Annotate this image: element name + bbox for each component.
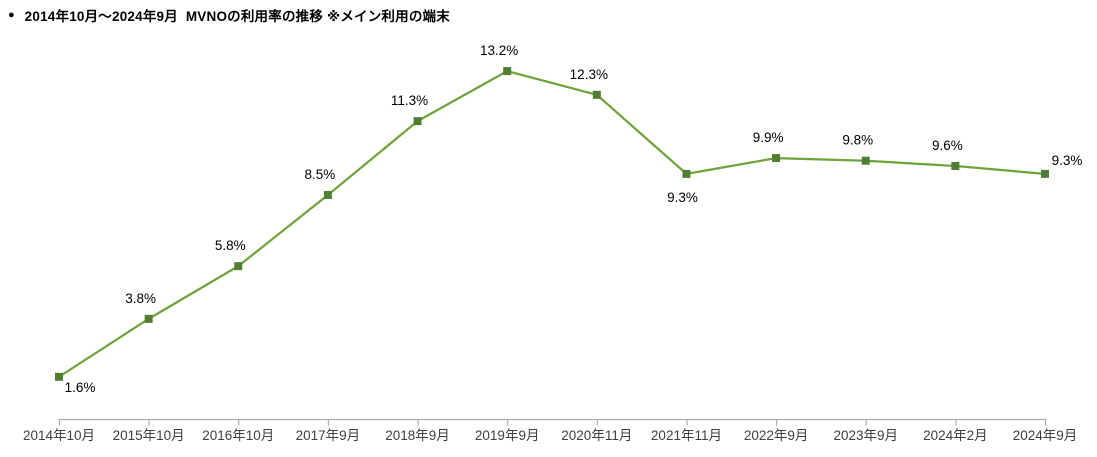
data-point-marker (592, 90, 601, 99)
data-point-marker (55, 372, 63, 381)
x-axis-label: 2016年10月 (202, 428, 274, 443)
data-label: 3.8% (125, 291, 156, 306)
data-label: 13.2% (480, 43, 518, 58)
data-point-marker (144, 314, 153, 323)
x-axis-label: 2024年9月 (1013, 428, 1078, 443)
data-label: 8.5% (305, 167, 336, 182)
bullet-icon: ● (8, 8, 15, 21)
chart-title: ● 2014年10月～2024年9月 MVNOの利用率の推移 ※メイン利用の端末 (8, 5, 450, 25)
data-point-marker (1041, 169, 1049, 178)
data-label: 9.6% (932, 138, 963, 153)
data-label: 11.3% (391, 93, 428, 108)
data-label: 9.8% (842, 133, 873, 148)
x-axis-label: 2024年2月 (923, 428, 988, 443)
data-point-marker (413, 117, 422, 126)
data-point-marker (772, 154, 781, 163)
data-point-marker (861, 156, 870, 165)
data-point-marker (234, 262, 243, 271)
chart-title-text: 2014年10月～2024年9月 MVNOの利用率の推移 ※メイン利用の端末 (24, 9, 450, 24)
data-label: 5.8% (215, 238, 246, 253)
x-axis-label: 2017年9月 (296, 428, 361, 443)
data-label: 1.6% (65, 380, 96, 395)
x-axis-label: 2022年9月 (744, 428, 809, 443)
x-axis-label: 2014年10月 (23, 428, 95, 443)
data-point-marker (503, 67, 512, 76)
data-point-marker (682, 169, 691, 178)
x-axis-label: 2023年9月 (833, 428, 898, 443)
data-point-marker (323, 190, 332, 199)
x-axis-label: 2015年10月 (113, 428, 185, 443)
x-axis-label: 2021年11月 (651, 428, 722, 443)
data-label: 9.9% (753, 130, 784, 145)
x-axis-label: 2020年11月 (561, 428, 632, 443)
x-axis-label: 2019年9月 (475, 428, 540, 443)
data-label: 9.3% (1052, 153, 1083, 168)
data-point-marker (951, 161, 960, 170)
data-label: 9.3% (667, 190, 698, 205)
data-label: 12.3% (570, 67, 608, 82)
trend-line (58, 69, 1046, 378)
x-axis-label: 2018年9月 (385, 428, 450, 443)
